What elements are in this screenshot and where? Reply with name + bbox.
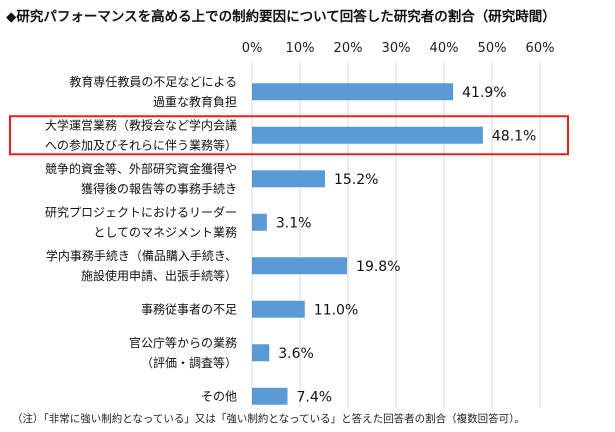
chart-note: （注）「非常に強い制約となっている」又は「強い制約となっている」と答えた回答者の… bbox=[12, 413, 525, 425]
category-label: 教育専任教員の不足などによる bbox=[69, 74, 237, 89]
data-label: 48.1% bbox=[492, 128, 536, 144]
x-tick-label: 50% bbox=[478, 41, 507, 56]
data-label: 3.1% bbox=[276, 215, 312, 231]
x-tick-label: 10% bbox=[286, 41, 315, 56]
category-label: 施設使用申請、出張手続等） bbox=[81, 268, 237, 283]
x-tick-label: 30% bbox=[382, 41, 411, 56]
category-label: への参加及びそれらに伴う業務等） bbox=[45, 137, 237, 152]
data-label: 3.6% bbox=[278, 346, 314, 362]
bars bbox=[252, 83, 483, 405]
category-label: その他 bbox=[201, 389, 237, 403]
category-label: （評価・調査等） bbox=[141, 355, 237, 370]
data-label: 19.8% bbox=[356, 259, 400, 275]
category-label: 獲得後の報告等の事務手続き bbox=[81, 181, 237, 196]
chart-title: ◆研究パフォーマンスを高める上での制約要因について回答した研究者の割合（研究時間… bbox=[6, 9, 556, 25]
category-label: 研究プロジェクトにおけるリーダー bbox=[45, 204, 237, 219]
data-label: 7.4% bbox=[297, 389, 333, 405]
x-tick-label: 60% bbox=[526, 41, 555, 56]
bar bbox=[252, 126, 483, 144]
bar bbox=[252, 387, 288, 405]
category-label: 学内事務手続き（備品購入手続き、 bbox=[46, 248, 237, 263]
value-labels: 41.9% 48.1% 15.2% 3.1% 19.8% 11.0% 3.6% 7.4% bbox=[276, 85, 536, 406]
bar bbox=[252, 170, 325, 188]
category-label: 事務従事者の不足 bbox=[141, 302, 237, 316]
category-label: 過重な教育負担 bbox=[153, 94, 237, 109]
x-tick-label: 20% bbox=[334, 41, 363, 56]
x-tick-label: 0% bbox=[242, 41, 263, 56]
x-axis-ticks: 0% 10% 20% 30% 40% 50% 60% bbox=[242, 41, 555, 56]
bar bbox=[252, 257, 348, 275]
category-labels: 教育専任教員の不足などによる過重な教育負担大学運営業務（教授会など学内会議への参… bbox=[45, 74, 237, 404]
data-label: 41.9% bbox=[462, 85, 506, 101]
bar bbox=[252, 300, 305, 318]
data-label: 11.0% bbox=[314, 302, 358, 318]
bar bbox=[252, 83, 454, 101]
x-tick-label: 40% bbox=[430, 41, 459, 56]
category-label: 官公庁等からの業務 bbox=[129, 335, 237, 350]
highlight-layer bbox=[9, 115, 569, 156]
category-label: 競争的資金等、外部研究資金獲得や bbox=[45, 161, 237, 176]
bar bbox=[252, 344, 270, 362]
category-label: 大学運営業務（教授会など学内会議 bbox=[45, 117, 237, 132]
category-label: としてのマネジメント業務 bbox=[93, 225, 237, 239]
highlight-box bbox=[9, 115, 569, 156]
bar bbox=[252, 213, 267, 231]
data-label: 15.2% bbox=[334, 172, 378, 188]
